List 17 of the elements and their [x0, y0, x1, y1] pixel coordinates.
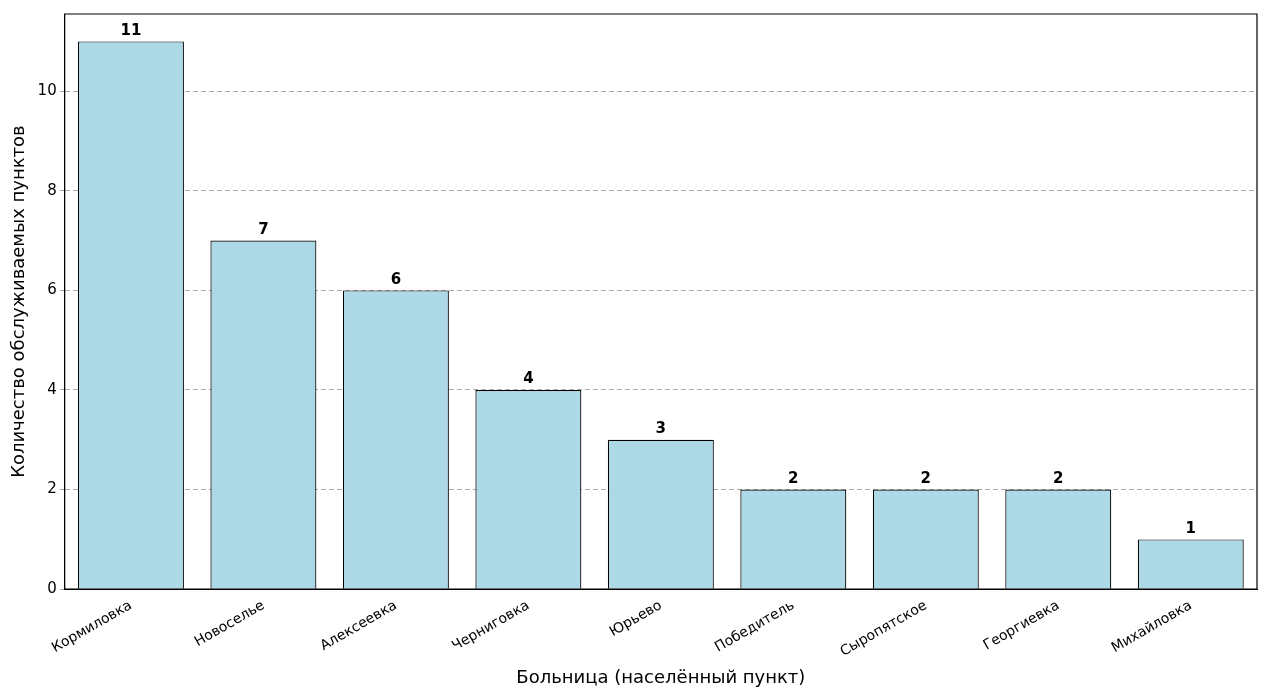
- y-tick-label: 8: [47, 180, 57, 199]
- data-label: 11: [120, 20, 142, 39]
- data-label: 2: [1053, 468, 1064, 487]
- y-tick-label: 6: [47, 280, 57, 299]
- data-label: 2: [788, 468, 799, 487]
- y-tick-label: 0: [47, 579, 57, 598]
- y-tick-label: 2: [47, 479, 57, 498]
- data-label: 6: [390, 269, 402, 288]
- y-tick-label: 4: [47, 379, 57, 398]
- y-axis-title: Количество обслуживаемых пунктов: [7, 125, 29, 478]
- x-axis-title: Больница (населённый пункт): [516, 665, 806, 687]
- data-label: 1: [1185, 518, 1196, 537]
- data-label: 2: [920, 468, 932, 487]
- data-label: 4: [523, 369, 534, 388]
- data-label: 3: [655, 419, 667, 438]
- data-label: 7: [258, 219, 269, 238]
- y-tick-label: 10: [37, 81, 57, 100]
